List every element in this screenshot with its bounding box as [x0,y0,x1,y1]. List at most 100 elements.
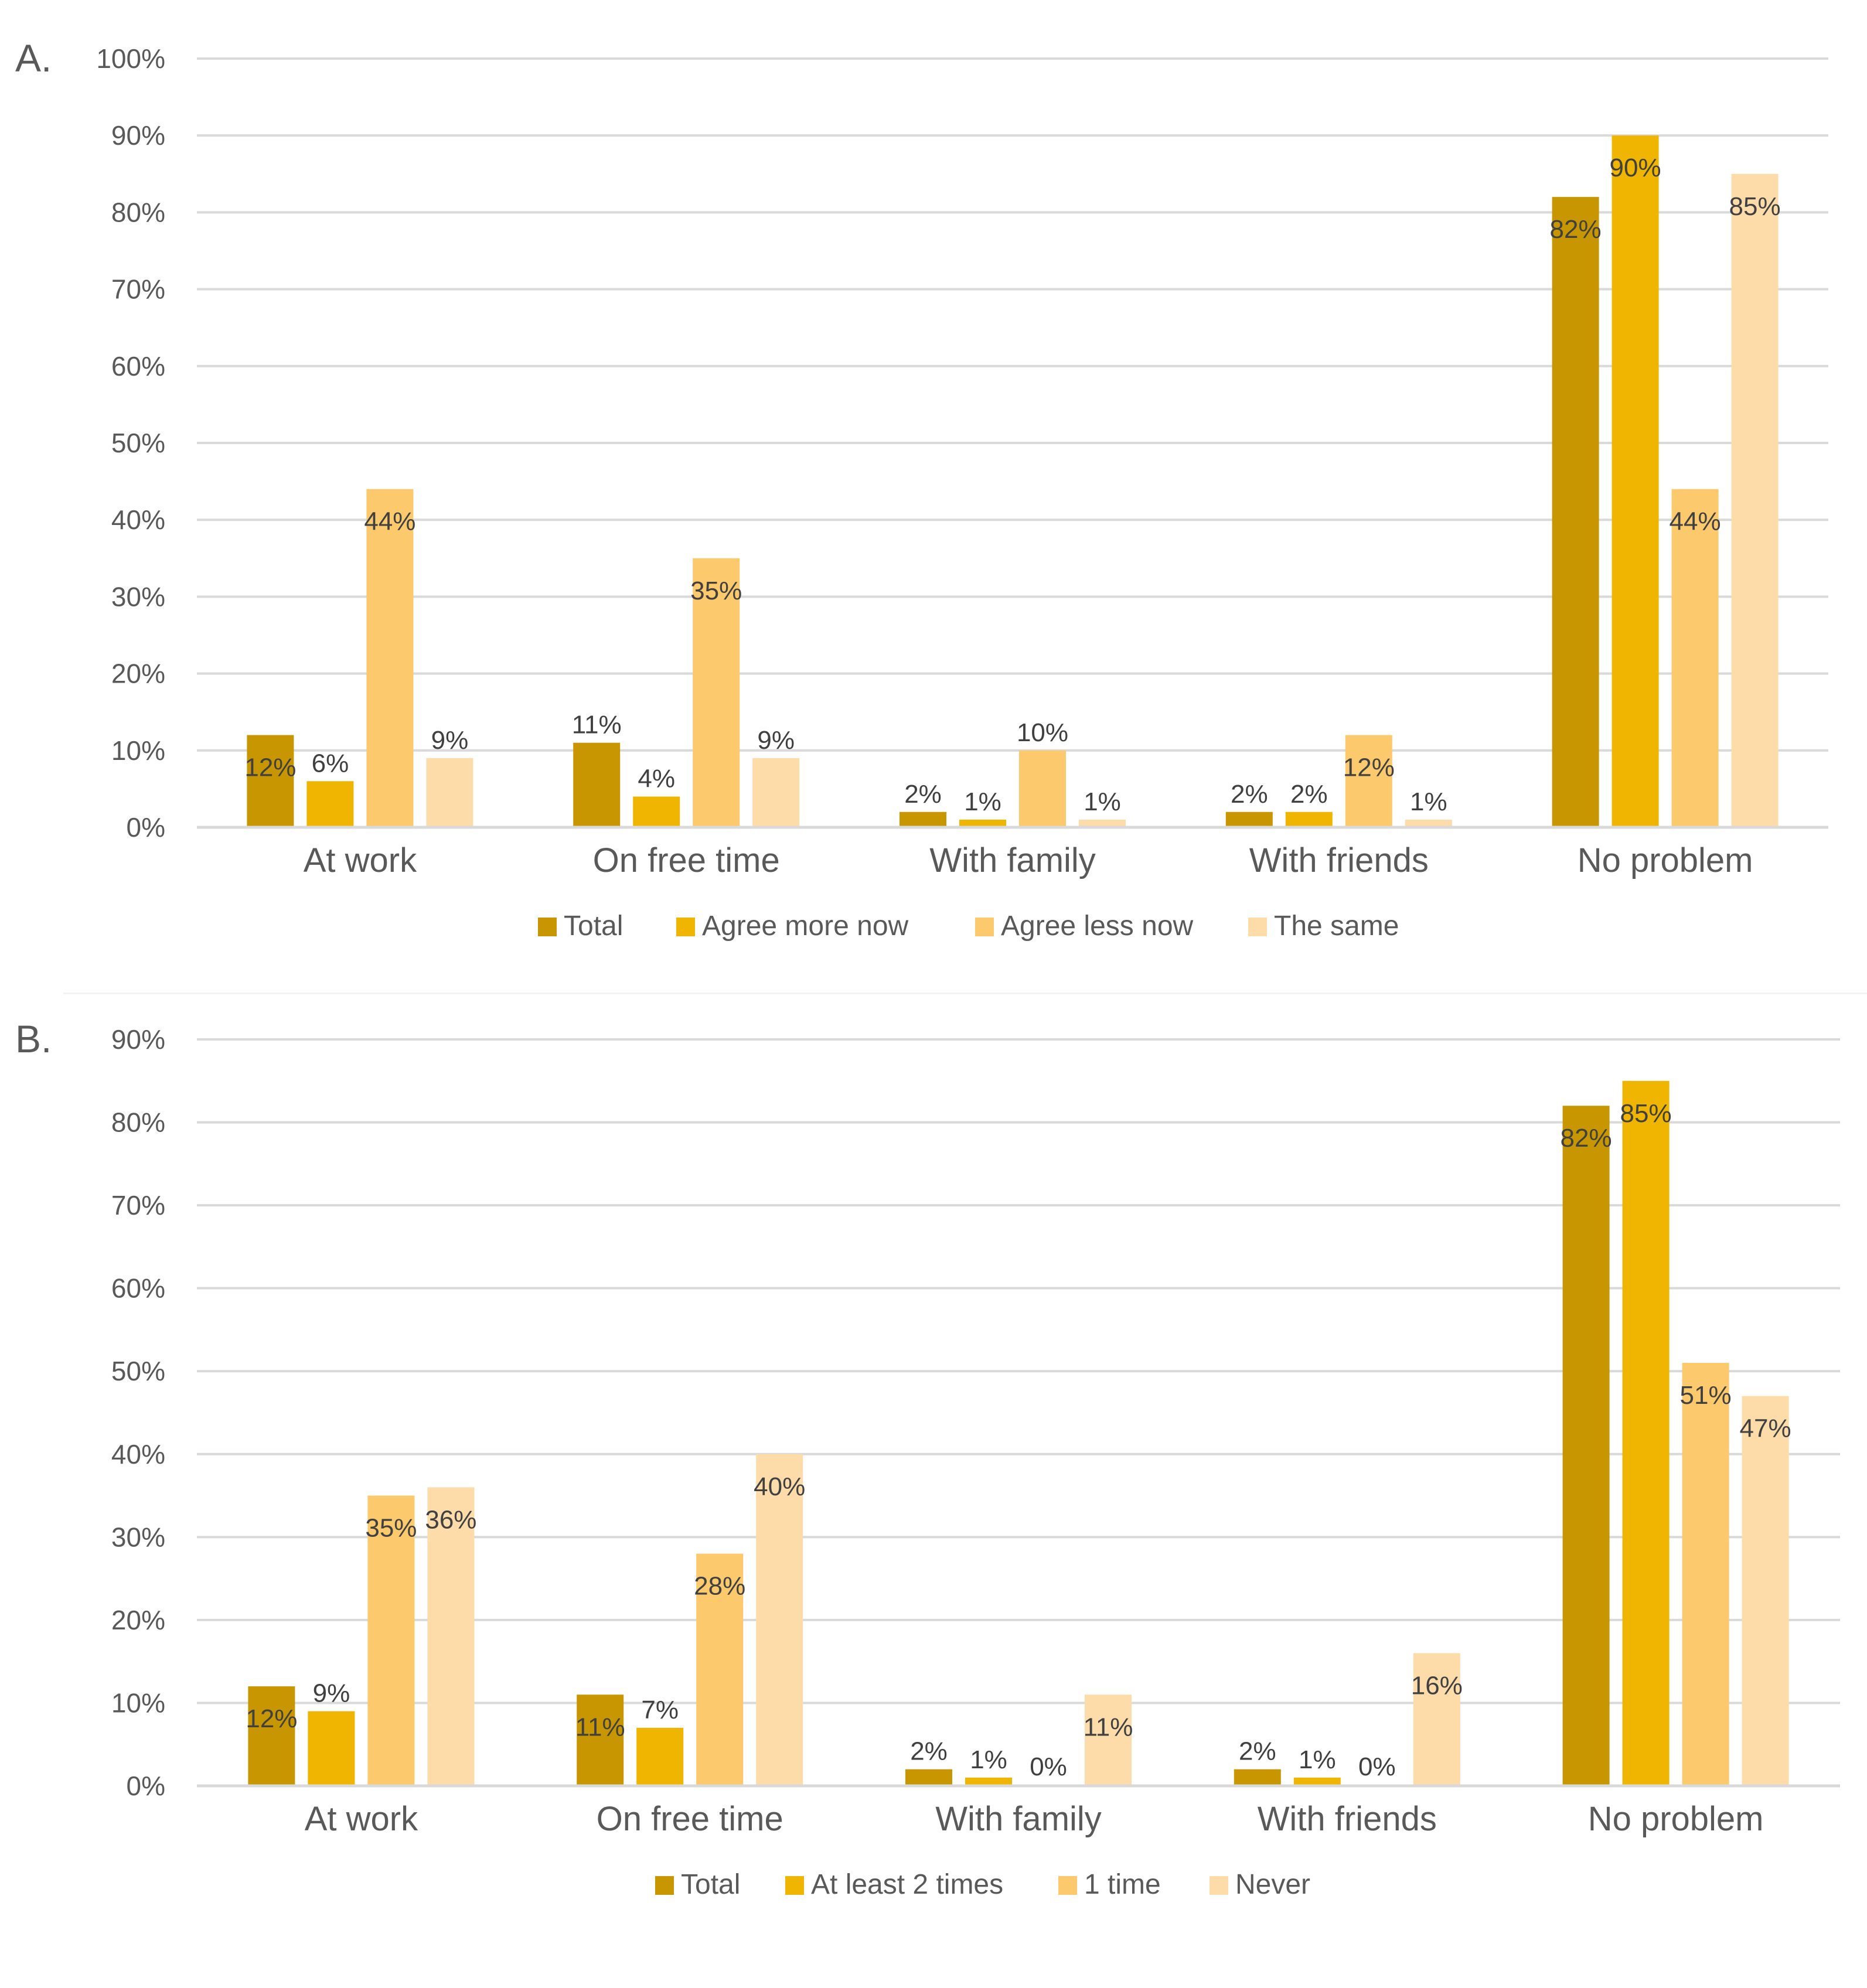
bar [427,1487,475,1786]
bar [752,758,800,827]
panel-label-b: B. [15,1017,52,1061]
legend-label: The same [1274,911,1399,942]
data-label: 1% [1299,1745,1336,1774]
data-label: 85% [1620,1099,1672,1128]
y-tick-label: 60% [111,351,165,381]
data-label: 2% [1231,780,1268,809]
bar [426,758,473,827]
data-label: 90% [1610,154,1661,182]
category-label: No problem [1578,841,1753,879]
bar [1293,1777,1341,1786]
bar [577,1694,624,1786]
data-label: 1% [1084,787,1121,816]
data-label: 0% [1358,1752,1396,1781]
data-label: 1% [1410,787,1447,816]
chart-panel-b: B. 0% 10% 20% 30% 40% 50% 60% 70% 80% 90% 12% 9% 35% 3… [0,998,1867,1985]
data-label: 44% [364,507,415,536]
data-label: 47% [1740,1414,1791,1443]
bar [247,735,294,827]
data-label: 0% [1030,1752,1067,1781]
category-label: With family [929,841,1096,879]
chart-b-svg: B. 0% 10% 20% 30% 40% 50% 60% 70% 80% 90% 12% 9% 35% 3… [15,1017,1840,1900]
chart-a-svg: A. 0% 10% 20% 30% 40% 50% 60% 70% 80% 90% 100% 12% 6%… [15,36,1828,942]
data-label: 40% [754,1472,805,1501]
data-label: 1% [970,1745,1007,1774]
data-label: 12% [246,1704,297,1733]
y-tick-label: 80% [111,1107,165,1138]
bar [1622,1080,1670,1786]
bar [1552,197,1599,827]
bar [1671,489,1719,827]
y-tick-label: 10% [111,735,165,766]
data-label: 2% [1239,1737,1276,1766]
y-tick-label: 20% [111,1605,165,1635]
category-label: With friends [1249,841,1429,879]
panel-label-a: A. [15,36,52,80]
y-tick-label: 90% [111,120,165,151]
y-tick-label: 20% [111,659,165,689]
legend-label: Total [564,911,623,942]
bar [1405,819,1452,827]
bar [693,558,740,827]
bar [959,819,1006,827]
bar [366,489,414,827]
legend-label: Total [681,1869,740,1900]
bar [1019,750,1066,827]
y-tick-label: 0% [127,1771,165,1801]
bar [573,742,621,827]
y-tick-label: 30% [111,1522,165,1552]
legend-swatch [655,1876,674,1895]
data-label: 9% [313,1679,350,1708]
data-label: 82% [1561,1124,1612,1152]
y-tick-label: 0% [127,812,165,843]
bar [1562,1106,1610,1786]
legend-swatch [975,918,994,936]
legend-label: Agree less now [1001,911,1194,942]
y-tick-label: 40% [111,1439,165,1469]
category-label: With family [935,1800,1102,1838]
legend-swatch [1248,918,1267,936]
bar [367,1495,415,1786]
data-label: 35% [690,577,742,605]
bar [633,796,680,827]
legend-swatch [1058,1876,1077,1895]
panel-divider [63,993,1867,994]
data-label: 9% [757,726,795,755]
bar [1413,1653,1460,1786]
legend-swatch [676,918,695,936]
legend-label: 1 time [1084,1869,1161,1900]
data-label: 2% [1290,780,1328,809]
y-tick-label: 70% [111,1190,165,1220]
bar [1234,1769,1281,1786]
bar [1285,811,1333,827]
data-label: 10% [1017,718,1068,747]
bar [1682,1363,1729,1786]
bar [1079,819,1126,827]
data-label: 11% [572,711,622,739]
y-tick-label: 40% [111,504,165,535]
data-label: 35% [365,1514,417,1543]
y-tick-label: 50% [111,1356,165,1386]
bar [1345,735,1392,827]
y-tick-label: 100% [96,43,165,74]
data-label: 2% [910,1737,948,1766]
data-label: 11% [575,1713,625,1741]
bar [308,1711,355,1786]
data-label: 9% [431,726,469,755]
data-label: 51% [1680,1381,1732,1410]
legend-swatch [1210,1876,1228,1895]
legend-label: Never [1235,1869,1310,1900]
data-label: 12% [244,753,296,782]
data-label: 4% [638,765,675,793]
data-label: 1% [964,787,1001,816]
category-label: With friends [1258,1800,1437,1838]
bar [900,811,946,827]
data-label: 6% [312,749,349,778]
chart-panel-a: A. 0% 10% 20% 30% 40% 50% 60% 70% 80% 90% 100% 12% 6%… [0,0,1867,990]
bar [1225,811,1273,827]
y-tick-label: 30% [111,581,165,612]
legend-swatch [538,918,557,936]
y-tick-label: 60% [111,1273,165,1304]
bar [756,1454,803,1786]
bar [1731,173,1779,827]
